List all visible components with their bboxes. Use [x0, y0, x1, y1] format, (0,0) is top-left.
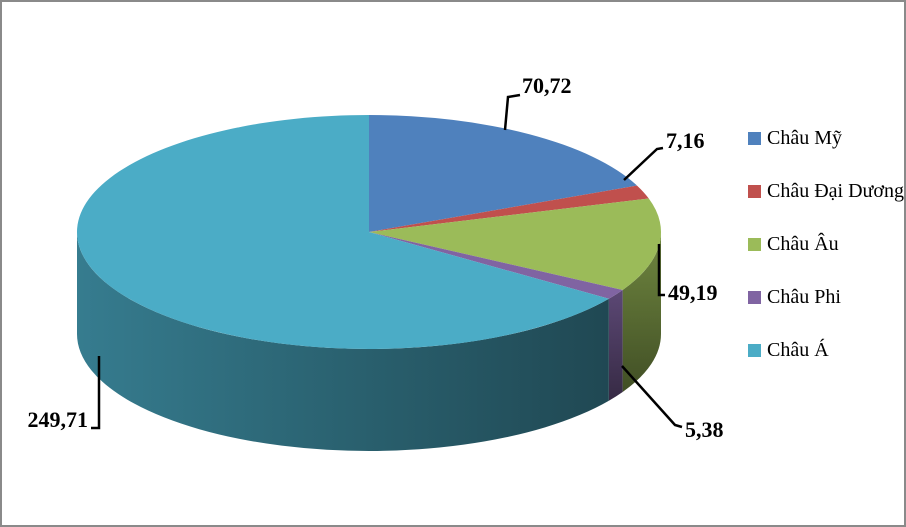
- legend-item-chau-my[interactable]: Châu Mỹ: [748, 125, 842, 151]
- pie-slice-chau-my[interactable]: [369, 115, 638, 232]
- pie-slice-side-chau-phi: [608, 289, 623, 401]
- value-label-chau-a: 249,71: [28, 407, 89, 432]
- pie-slice-side-chau-a: [77, 232, 609, 452]
- legend-swatch-chau-my: [748, 131, 761, 145]
- legend-label-chau-au: Châu Âu: [767, 233, 839, 255]
- legend-item-chau-au[interactable]: Châu Âu: [748, 231, 839, 257]
- legend-label-chau-my: Châu Mỹ: [767, 127, 842, 149]
- pie-slice-chau-a[interactable]: [77, 115, 609, 349]
- value-label-chau-my: 70,72: [522, 73, 572, 98]
- legend-item-chau-a[interactable]: Châu Á: [748, 337, 829, 363]
- leader-line-chau-a: [91, 356, 101, 430]
- legend-item-chau-phi[interactable]: Châu Phi: [748, 284, 841, 310]
- leader-line-chau-my: [503, 93, 521, 131]
- legend-swatch-chau-au: [748, 237, 761, 251]
- legend-label-chau-a: Châu Á: [767, 339, 829, 361]
- pie-slice-chau-dai-duong[interactable]: [369, 185, 649, 232]
- legend-item-chau-dai-duong[interactable]: Châu Đại Dương: [748, 178, 904, 204]
- legend-swatch-chau-phi: [748, 290, 761, 304]
- legend-swatch-chau-a: [748, 343, 761, 357]
- value-label-chau-au: 49,19: [668, 280, 718, 305]
- value-label-chau-phi: 5,38: [685, 417, 724, 442]
- leader-line-chau-au: [657, 244, 665, 297]
- legend-label-chau-dai-duong: Châu Đại Dương: [767, 180, 904, 202]
- value-label-chau-dai-duong: 7,16: [666, 128, 705, 153]
- pie-slice-chau-phi[interactable]: [369, 232, 623, 299]
- legend-label-chau-phi: Châu Phi: [767, 286, 841, 308]
- leader-line-chau-phi: [621, 365, 683, 429]
- pie-slice-chau-au[interactable]: [369, 198, 661, 290]
- legend-swatch-chau-dai-duong: [748, 184, 761, 198]
- pie-slice-side-chau-au: [622, 232, 661, 392]
- leader-line-chau-dai-duong: [623, 146, 664, 181]
